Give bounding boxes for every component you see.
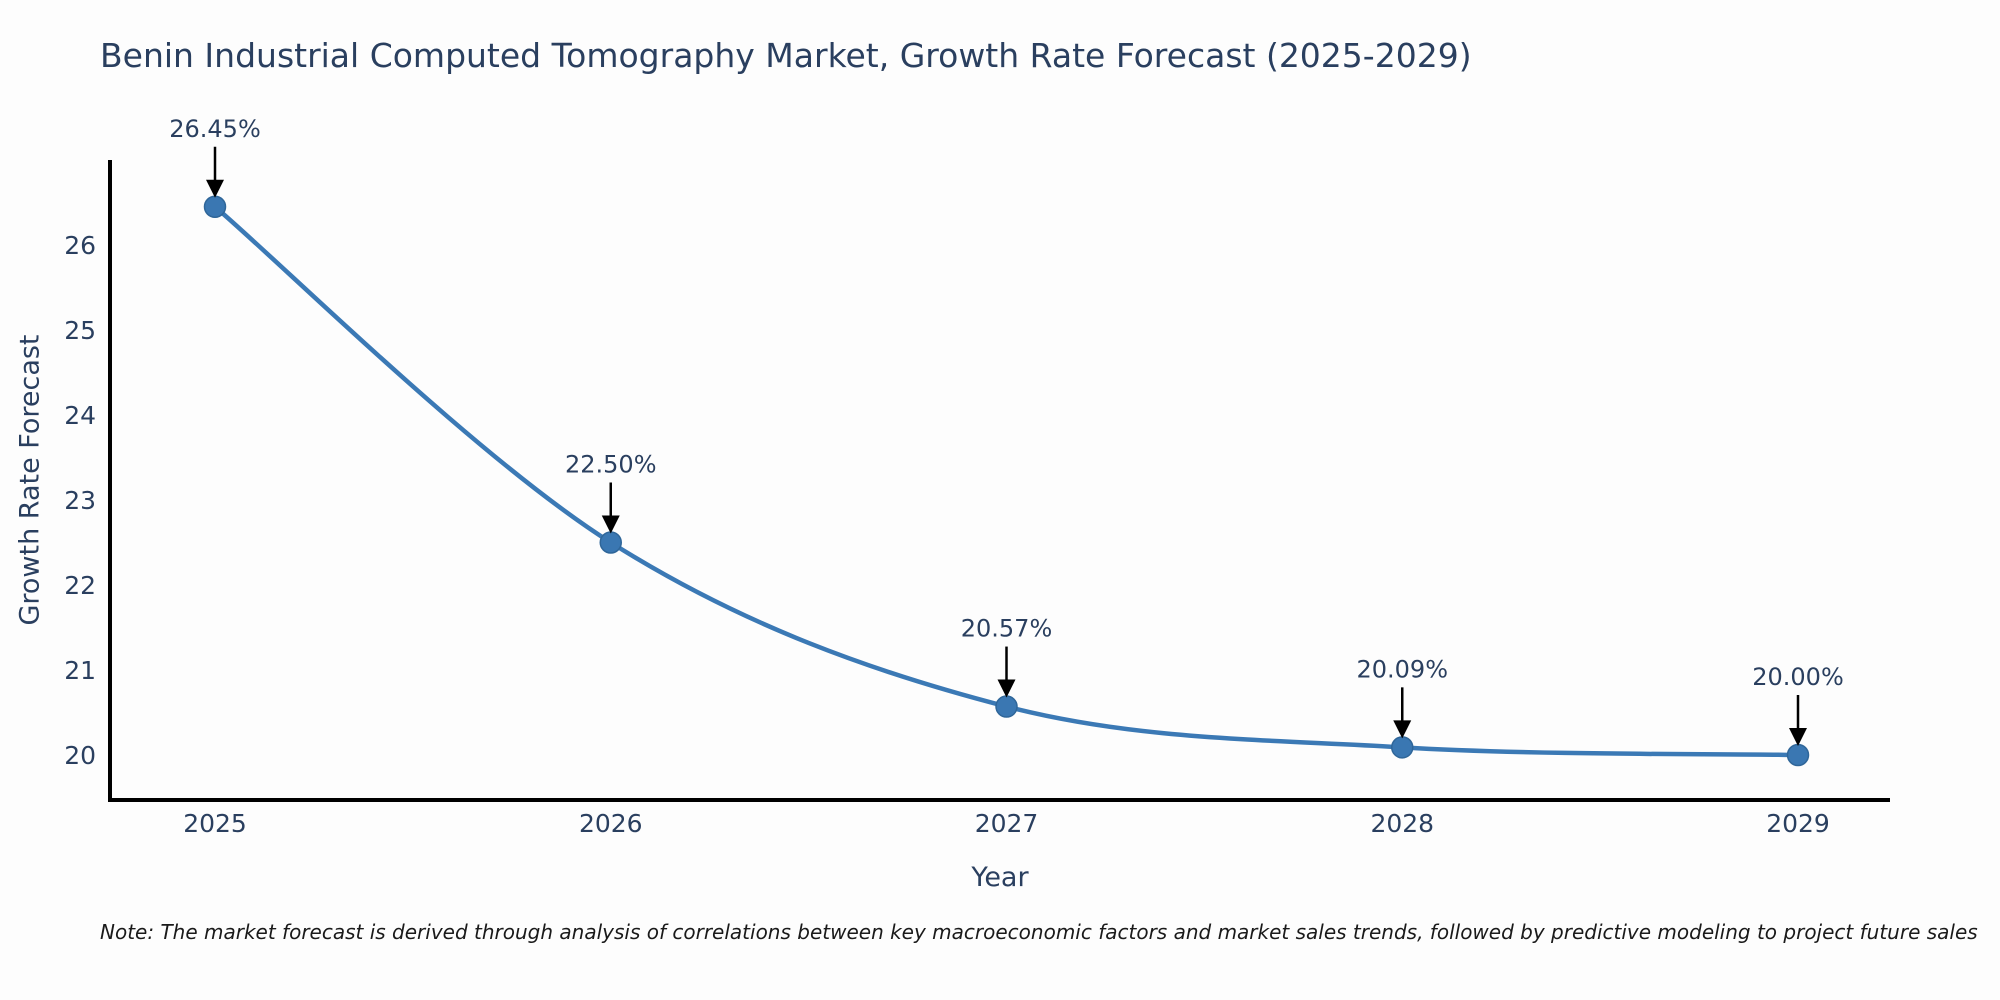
x-tick-label: 2028 xyxy=(1370,809,1434,838)
y-tick-label: 23 xyxy=(64,486,96,515)
y-tick-label: 22 xyxy=(64,571,96,600)
annotation-arrowhead xyxy=(1393,720,1412,739)
annotation-label: 20.57% xyxy=(961,615,1053,643)
annotation-label: 22.50% xyxy=(565,451,657,479)
annotation-label: 26.45% xyxy=(169,115,261,143)
x-tick-label: 2025 xyxy=(183,809,247,838)
chart-title: Benin Industrial Computed Tomography Mar… xyxy=(100,36,1472,75)
footnote: Note: The market forecast is derived thr… xyxy=(100,920,1978,944)
y-tick-label: 21 xyxy=(64,656,96,685)
y-tick-label: 25 xyxy=(64,316,96,345)
y-tick-label: 24 xyxy=(64,401,96,430)
y-tick-label: 26 xyxy=(64,231,96,260)
data-point-marker xyxy=(203,195,227,218)
annotation-arrowhead xyxy=(601,515,620,534)
annotation-arrowhead xyxy=(1789,728,1807,746)
annotation-arrowhead xyxy=(997,679,1016,698)
data-point-marker xyxy=(1786,743,1810,767)
data-point-marker xyxy=(1391,736,1414,759)
annotation-label: 20.00% xyxy=(1752,663,1844,691)
x-axis-title: Year xyxy=(971,862,1029,893)
y-tick-label: 20 xyxy=(64,741,96,770)
x-tick-label: 2027 xyxy=(975,809,1039,838)
x-tick-label: 2026 xyxy=(579,809,643,838)
x-tick-label: 2029 xyxy=(1766,809,1830,838)
annotation-label: 20.09% xyxy=(1356,655,1448,683)
annotation-arrowhead xyxy=(206,179,224,198)
data-point-marker xyxy=(599,531,622,554)
data-point-marker xyxy=(995,695,1018,718)
